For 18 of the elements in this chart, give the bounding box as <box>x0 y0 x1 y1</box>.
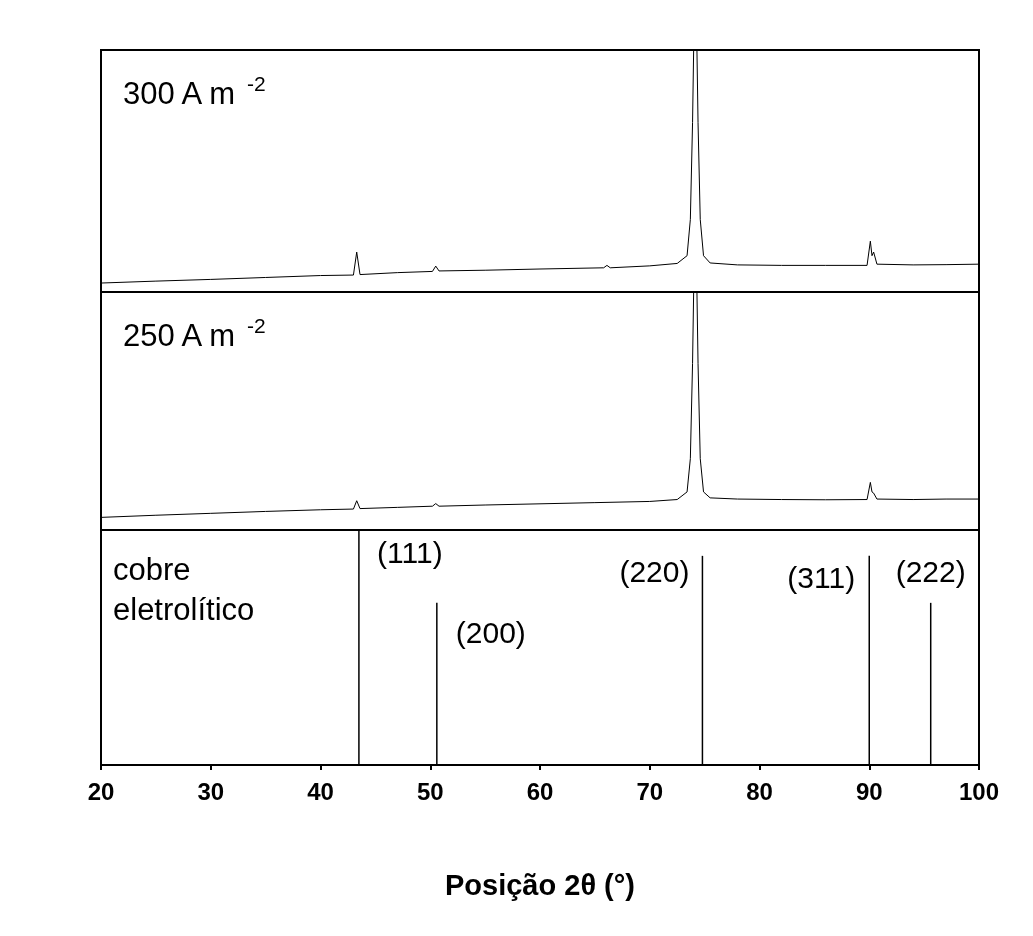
text: 300 A m-2 <box>123 72 266 111</box>
x-tick-label: 70 <box>636 777 664 805</box>
annotation: (111) <box>377 535 443 569</box>
x-tick-label: 40 <box>307 777 334 805</box>
annotation: (311) <box>787 561 856 595</box>
x-tick-label: 60 <box>526 777 554 805</box>
annotation: (222) <box>895 555 966 589</box>
x-tick-label: 80 <box>746 777 773 805</box>
text: 250 A m-2 <box>123 314 266 353</box>
text: cobre eletrolítico <box>113 551 255 627</box>
x-tick-label: 30 <box>197 777 225 805</box>
annotation: (200) <box>455 616 526 650</box>
x-tick-label: 20 <box>87 777 115 805</box>
x-axis-title: Posição 2θ (°) <box>444 868 636 901</box>
x-tick-label: 100 <box>958 777 1000 805</box>
x-tick-label: 90 <box>855 777 883 805</box>
x-tick-label: 50 <box>416 777 444 805</box>
annotation: (220) <box>619 555 690 589</box>
